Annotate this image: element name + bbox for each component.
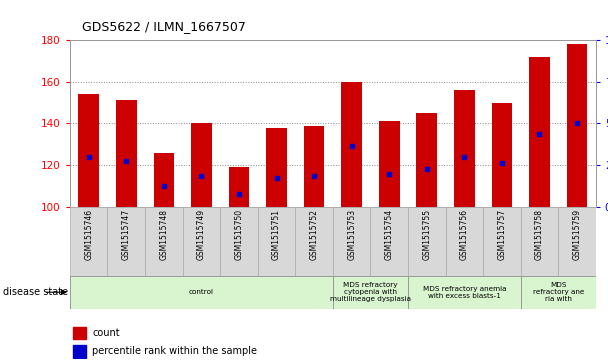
Bar: [483, 207, 520, 276]
Text: GSM1515751: GSM1515751: [272, 209, 281, 260]
Bar: [408, 276, 520, 309]
Bar: [454, 90, 475, 207]
Bar: [558, 207, 596, 276]
Text: GDS5622 / ILMN_1667507: GDS5622 / ILMN_1667507: [82, 20, 246, 33]
Bar: [229, 167, 249, 207]
Bar: [370, 207, 408, 276]
Bar: [182, 207, 220, 276]
Bar: [70, 276, 333, 309]
Bar: [108, 207, 145, 276]
Text: GSM1515752: GSM1515752: [309, 209, 319, 260]
Text: disease state: disease state: [3, 287, 68, 297]
Bar: [446, 207, 483, 276]
Bar: [333, 276, 408, 309]
Bar: [220, 207, 258, 276]
Bar: [341, 82, 362, 207]
Bar: [145, 207, 182, 276]
Text: MDS refractory
cytopenia with
multilineage dysplasia: MDS refractory cytopenia with multilinea…: [330, 282, 411, 302]
Text: GSM1515748: GSM1515748: [159, 209, 168, 260]
Bar: [295, 207, 333, 276]
Bar: [191, 123, 212, 207]
Text: GSM1515756: GSM1515756: [460, 209, 469, 260]
Text: count: count: [92, 328, 120, 338]
Text: GSM1515759: GSM1515759: [573, 209, 582, 260]
Text: GSM1515757: GSM1515757: [497, 209, 506, 260]
Text: GSM1515749: GSM1515749: [197, 209, 206, 260]
Bar: [78, 94, 99, 207]
Bar: [72, 345, 86, 358]
Bar: [258, 207, 295, 276]
Text: percentile rank within the sample: percentile rank within the sample: [92, 346, 257, 356]
Bar: [379, 121, 399, 207]
Text: GSM1515750: GSM1515750: [235, 209, 243, 260]
Bar: [333, 207, 370, 276]
Text: control: control: [189, 289, 214, 295]
Bar: [492, 102, 513, 207]
Text: GSM1515754: GSM1515754: [385, 209, 394, 260]
Bar: [70, 207, 108, 276]
Bar: [408, 207, 446, 276]
Bar: [520, 207, 558, 276]
Text: GSM1515746: GSM1515746: [84, 209, 93, 260]
Bar: [567, 44, 587, 207]
Bar: [520, 276, 596, 309]
Bar: [529, 57, 550, 207]
Bar: [153, 152, 174, 207]
Text: MDS refractory anemia
with excess blasts-1: MDS refractory anemia with excess blasts…: [423, 286, 506, 299]
Bar: [266, 127, 287, 207]
Text: GSM1515753: GSM1515753: [347, 209, 356, 260]
Text: GSM1515758: GSM1515758: [535, 209, 544, 260]
Bar: [116, 101, 137, 207]
Bar: [304, 126, 325, 207]
Bar: [72, 327, 86, 339]
Text: GSM1515755: GSM1515755: [423, 209, 431, 260]
Text: GSM1515747: GSM1515747: [122, 209, 131, 260]
Text: MDS
refractory ane
ria with: MDS refractory ane ria with: [533, 282, 584, 302]
Bar: [416, 113, 437, 207]
